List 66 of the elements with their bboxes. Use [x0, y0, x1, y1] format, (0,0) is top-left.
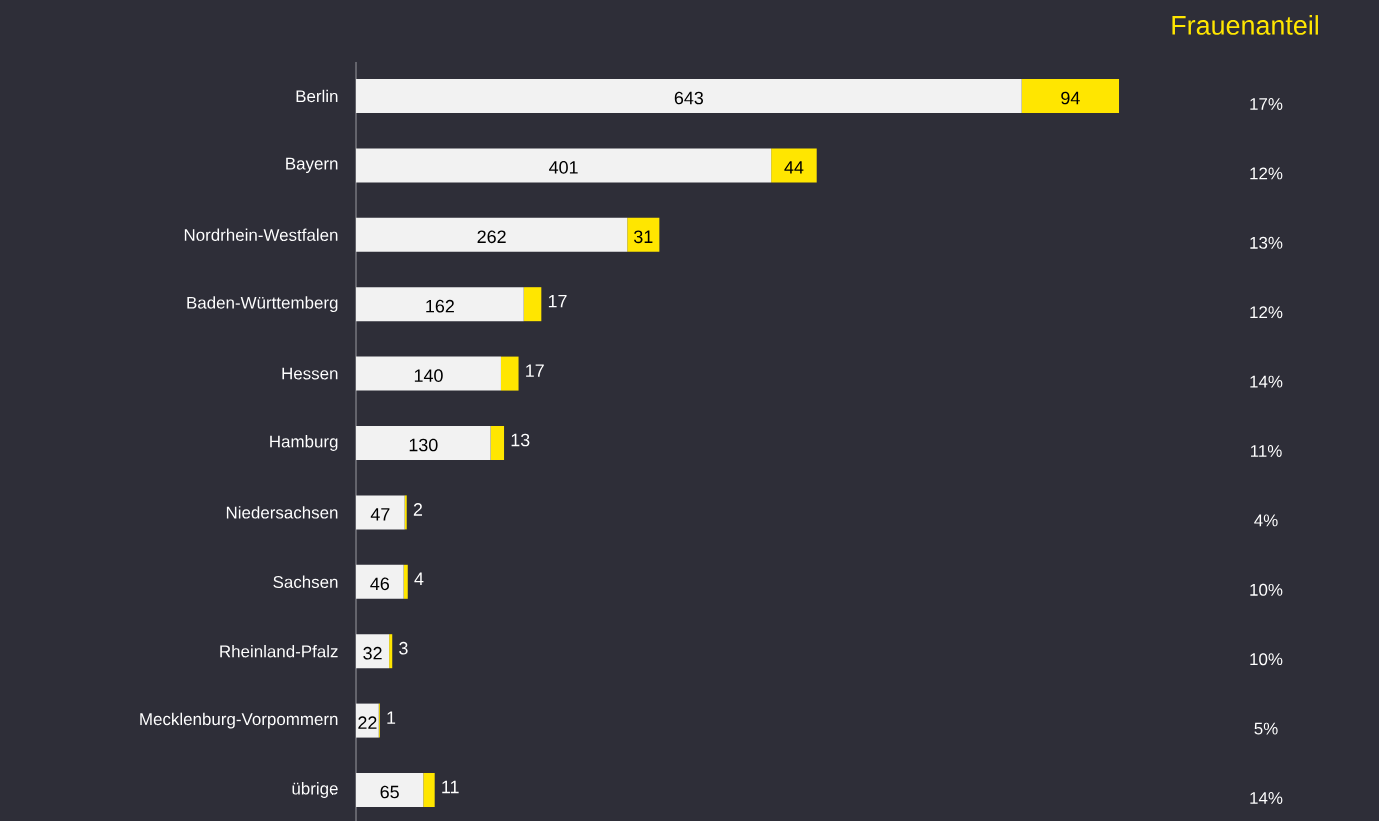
bar [356, 773, 424, 808]
data-label: 22 [358, 716, 377, 730]
data-label: 32 [363, 647, 382, 660]
bar [356, 495, 405, 530]
data-label: 401 [549, 161, 578, 174]
data-label: 162 [426, 300, 454, 313]
bar [1021, 79, 1120, 114]
bar [523, 287, 542, 322]
y-tick-label: übrige [292, 782, 338, 799]
bar [490, 426, 505, 461]
text: 14% [1250, 375, 1283, 388]
bar [500, 356, 519, 391]
bar [356, 148, 772, 183]
y-tick-label: Rheinland-Pfalz [220, 645, 338, 658]
bar [356, 79, 1022, 114]
data-label: 643 [674, 91, 704, 105]
text: 4% [1254, 514, 1278, 527]
bar [356, 703, 379, 738]
text: 5% [1254, 722, 1278, 735]
bar [403, 565, 408, 600]
data-label: 46 [370, 577, 390, 591]
text: 14% [1250, 792, 1283, 805]
text: 13% [1250, 237, 1283, 250]
y-tick-label: Sachsen [273, 575, 338, 589]
y-tick-label: Bayern [286, 158, 338, 174]
bar [627, 218, 660, 253]
data-label: 31 [634, 230, 653, 244]
y-tick-label: Niedersachsen [226, 506, 338, 519]
bar [423, 773, 435, 808]
y-tick-label: Hessen [282, 367, 338, 380]
text: 10% [1250, 584, 1283, 597]
bar [356, 634, 390, 669]
data-label: 130 [409, 438, 438, 452]
bar [356, 287, 524, 322]
y-tick-label: Mecklenburg-Vorpommern [140, 712, 338, 729]
data-label: 65 [380, 785, 399, 799]
y-tick-label: Berlin [296, 90, 338, 103]
text: 12% [1250, 167, 1283, 180]
data-label: 3 [399, 642, 408, 655]
bar [356, 565, 404, 600]
text: 10% [1250, 653, 1283, 666]
data-label: 17 [548, 295, 567, 308]
data-label: 1 [387, 711, 396, 725]
y-tick-label: Nordrhein-Westfalen [184, 228, 338, 242]
data-label: 44 [784, 161, 804, 174]
bar [356, 218, 628, 253]
y-tick-label: Baden-Württemberg [187, 296, 338, 313]
data-label: 4 [414, 572, 424, 586]
data-label: 2 [413, 503, 423, 516]
data-label: 47 [370, 508, 390, 521]
bar [404, 495, 407, 530]
text: Frauenanteil [1172, 15, 1318, 36]
data-label: 11 [442, 781, 459, 794]
y-tick-label: Hamburg [270, 435, 338, 452]
data-label: 94 [1061, 91, 1080, 105]
data-label: 262 [477, 230, 506, 244]
text: 17% [1250, 98, 1283, 111]
bar [356, 426, 491, 461]
data-label: 13 [511, 433, 530, 447]
text: 12% [1250, 306, 1283, 319]
data-label: 17 [526, 364, 544, 378]
data-label: 140 [414, 369, 443, 383]
text: 11% [1250, 445, 1282, 458]
bar [771, 148, 817, 183]
bar [356, 356, 501, 391]
bar [389, 634, 393, 669]
